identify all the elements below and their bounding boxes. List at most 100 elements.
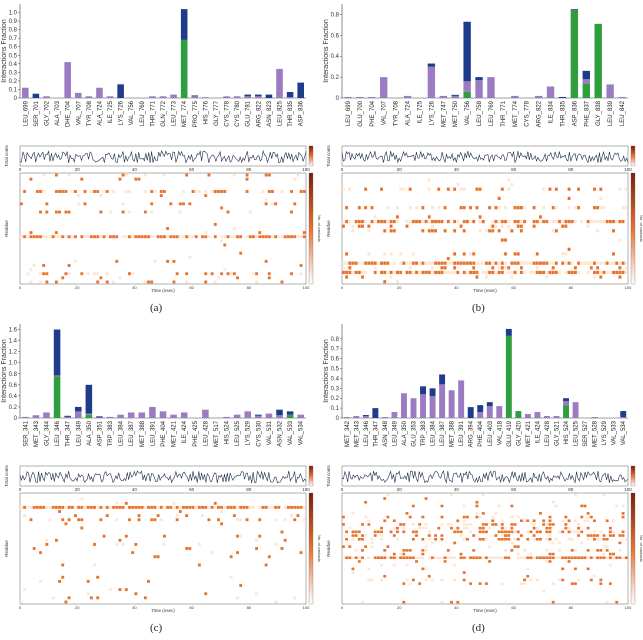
heatmap-x-tick-label: 60 — [511, 285, 516, 290]
heatmap-cell — [64, 190, 68, 193]
heatmap-cell — [548, 556, 552, 560]
heatmap-cell — [32, 547, 36, 550]
heatmap-cell — [345, 530, 349, 534]
heatmap-cell — [61, 190, 65, 193]
heatmap-cell — [608, 556, 612, 560]
bar-chart-c: Interactions Fraction00.20.40.60.81.01.2… — [1, 324, 322, 613]
timeline-x-tick-label: 40 — [132, 487, 138, 492]
heatmap-cell — [115, 518, 119, 522]
bar-segment — [429, 388, 436, 397]
heatmap-cell — [462, 206, 466, 210]
heatmap-cell — [596, 229, 600, 233]
heatmap-cell — [472, 266, 476, 270]
heatmap-cell — [472, 549, 476, 552]
x-tick-label: MET_388 — [140, 420, 146, 447]
heatmap-cell — [267, 190, 271, 193]
heatmap-cell — [361, 275, 364, 279]
heatmap-cell — [150, 210, 154, 214]
heatmap-cell — [494, 523, 498, 526]
heatmap-cell — [580, 515, 584, 519]
heatmap-cell — [172, 280, 176, 284]
heatmap-cell — [481, 493, 485, 497]
heatmap-cell — [535, 556, 539, 560]
x-tick-label: SER_527 — [583, 420, 589, 446]
heatmap-cell — [115, 235, 119, 239]
heatmap-cell — [42, 264, 46, 267]
heatmap-cell — [513, 270, 517, 275]
heatmap-cell — [236, 534, 239, 538]
heatmap-cell — [516, 545, 520, 548]
heatmap-cell — [226, 210, 230, 214]
heatmap-cell — [290, 190, 293, 193]
heatmap-cell — [134, 592, 138, 596]
x-tick-label: GLU_781 — [246, 100, 252, 126]
heatmap-cell — [605, 270, 609, 275]
heatmap-cell — [580, 530, 584, 534]
y-tick-label: 0.6 — [331, 357, 340, 363]
heatmap-cell — [564, 526, 568, 530]
heatmap-cell — [386, 206, 390, 210]
heatmap-cell — [554, 206, 558, 210]
heatmap-cell — [293, 596, 297, 600]
heatmap-cell — [599, 275, 603, 279]
heatmap-cell — [478, 526, 482, 530]
heatmap-cell — [239, 534, 243, 538]
heatmap-cell — [194, 235, 198, 239]
heatmap-cell — [539, 270, 542, 275]
heatmap-cell — [539, 219, 542, 224]
colorbar-label: No. of contacts — [317, 535, 321, 562]
heatmap-cell — [70, 190, 74, 193]
heatmap-cell — [405, 563, 409, 567]
bar-segment — [170, 94, 177, 98]
heatmap-cell — [163, 505, 166, 509]
heatmap-x-tick-label: 60 — [189, 605, 194, 610]
heatmap-cell — [383, 280, 387, 284]
heatmap-cell — [596, 206, 600, 210]
heatmap-cell — [573, 549, 577, 552]
heatmap-cell — [354, 261, 358, 265]
heatmap-cell — [418, 556, 422, 560]
heatmap-cell — [424, 497, 428, 500]
heatmap-cell — [261, 190, 265, 193]
heatmap-cell — [232, 235, 236, 239]
heatmap-cell — [280, 547, 284, 550]
heatmap-cell — [361, 556, 364, 560]
heatmap-cell — [392, 556, 396, 560]
heatmap-cell — [589, 219, 593, 224]
heatmap-cell — [128, 518, 131, 522]
heatmap-cell — [519, 261, 523, 265]
heatmap-cell — [561, 519, 565, 523]
heatmap-cell — [80, 518, 84, 522]
heatmap-cell — [481, 270, 485, 275]
bar-segment — [74, 406, 82, 412]
heatmap-cell — [535, 537, 539, 541]
heatmap-cell — [351, 534, 355, 537]
heatmap-cell — [434, 534, 438, 537]
heatmap-cell — [166, 259, 170, 263]
heatmap-cell — [357, 224, 361, 228]
heatmap-cell — [523, 578, 526, 582]
heatmap-cell — [602, 206, 606, 210]
heatmap-cell — [194, 505, 198, 509]
heatmap-cell — [345, 537, 349, 541]
timeline-y-label: Total conts — [326, 144, 331, 166]
heatmap-cell — [229, 575, 233, 579]
heatmap-cell — [593, 537, 596, 541]
heatmap-cell — [54, 505, 58, 509]
heatmap-cell — [500, 530, 504, 534]
heatmap-cell — [118, 177, 122, 181]
heatmap-cell — [415, 560, 418, 563]
heatmap-cell — [236, 505, 239, 509]
heatmap-cell — [450, 600, 453, 604]
heatmap-cell — [462, 526, 466, 530]
heatmap-cell — [408, 206, 412, 210]
heatmap-cell — [421, 261, 425, 265]
heatmap-cell — [510, 229, 514, 233]
heatmap-cell — [624, 187, 628, 191]
heatmap-cell — [475, 515, 479, 519]
heatmap-cell — [23, 588, 27, 592]
heatmap-cell — [573, 582, 577, 585]
heatmap-cell — [523, 206, 526, 210]
x-tick-label: LEU_349 — [392, 420, 398, 446]
heatmap-cell — [386, 515, 390, 519]
